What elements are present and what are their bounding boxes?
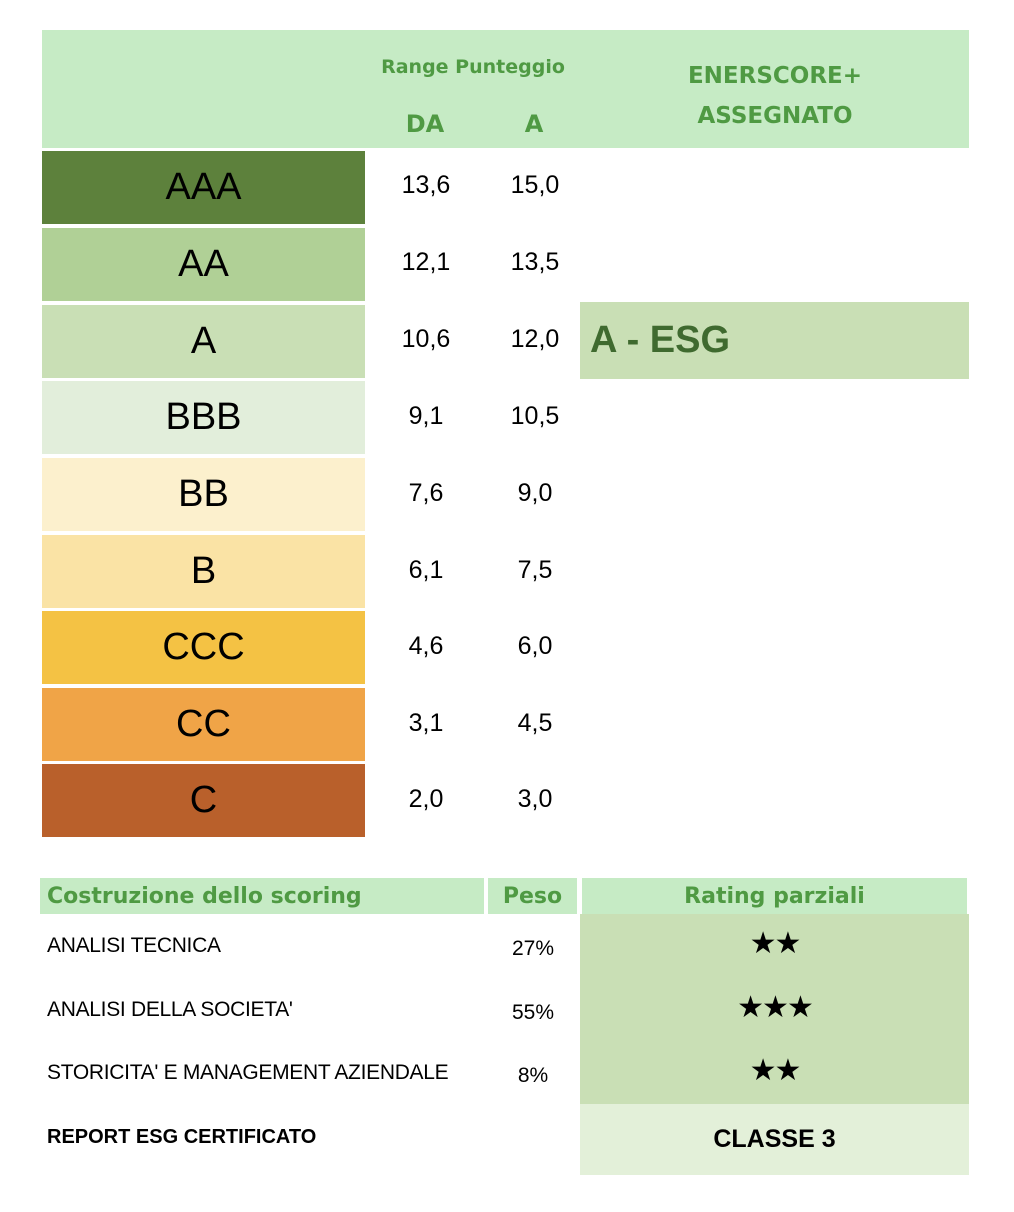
grade-label-a: A xyxy=(42,305,365,378)
scoring-header-weight: Peso xyxy=(488,878,577,914)
assigned-rating-badge: A - ESG xyxy=(580,302,969,379)
criterion-weight: 8% xyxy=(517,1064,549,1087)
grade-to-ccc: 6,0 xyxy=(517,632,553,660)
grade-to-bb: 9,0 xyxy=(517,479,553,507)
report-label: REPORT ESG CERTIFICATO xyxy=(47,1126,317,1148)
grade-to-bbb: 10,5 xyxy=(510,402,560,430)
grade-to-a: 12,0 xyxy=(510,325,560,353)
grade-label-aaa: AAA xyxy=(42,151,365,224)
grade-label-bbb: BBB xyxy=(42,381,365,454)
criterion-label: ANALISI DELLA SOCIETA' xyxy=(47,998,293,1021)
criterion-weight: 55% xyxy=(511,1001,555,1024)
criterion-label: ANALISI TECNICA xyxy=(47,934,221,957)
report-class-value: CLASSE 3 xyxy=(580,1104,969,1175)
criterion-label: STORICITA' E MANAGEMENT AZIENDALE xyxy=(47,1061,449,1084)
grade-from-aaa: 13,6 xyxy=(401,171,451,199)
column-from-label: DA xyxy=(405,110,445,138)
grade-to-b: 7,5 xyxy=(517,556,553,584)
grade-from-cc: 3,1 xyxy=(408,709,444,737)
range-title: Range Punteggio xyxy=(381,56,565,78)
star-rating: ★★★ xyxy=(737,991,814,1024)
assigned-title: ENERSCORE+ ASSEGNATO xyxy=(687,63,863,129)
grade-from-c: 2,0 xyxy=(408,785,444,813)
rating-table-header xyxy=(42,30,969,148)
scoring-header-rating: Rating parziali xyxy=(582,878,967,914)
grade-label-aa: AA xyxy=(42,228,365,301)
grade-label-b: B xyxy=(42,535,365,608)
grade-from-b: 6,1 xyxy=(408,556,444,584)
star-rating: ★★ xyxy=(749,927,802,960)
grade-to-c: 3,0 xyxy=(517,785,553,813)
scoring-header-criteria: Costruzione dello scoring xyxy=(40,878,484,914)
column-to-label: A xyxy=(524,110,544,138)
grade-to-aaa: 15,0 xyxy=(510,171,560,199)
grade-from-bb: 7,6 xyxy=(408,479,444,507)
star-rating: ★★ xyxy=(749,1054,802,1087)
grade-to-cc: 4,5 xyxy=(517,709,553,737)
partial-ratings-panel xyxy=(580,914,969,1104)
grade-from-aa: 12,1 xyxy=(401,248,451,276)
grade-to-aa: 13,5 xyxy=(510,248,560,276)
grade-label-cc: CC xyxy=(42,688,365,761)
grade-from-ccc: 4,6 xyxy=(408,632,444,660)
criterion-weight: 27% xyxy=(511,937,555,960)
grade-label-c: C xyxy=(42,764,365,837)
grade-from-bbb: 9,1 xyxy=(408,402,444,430)
grade-from-a: 10,6 xyxy=(401,325,451,353)
grade-label-ccc: CCC xyxy=(42,611,365,684)
grade-label-bb: BB xyxy=(42,458,365,531)
